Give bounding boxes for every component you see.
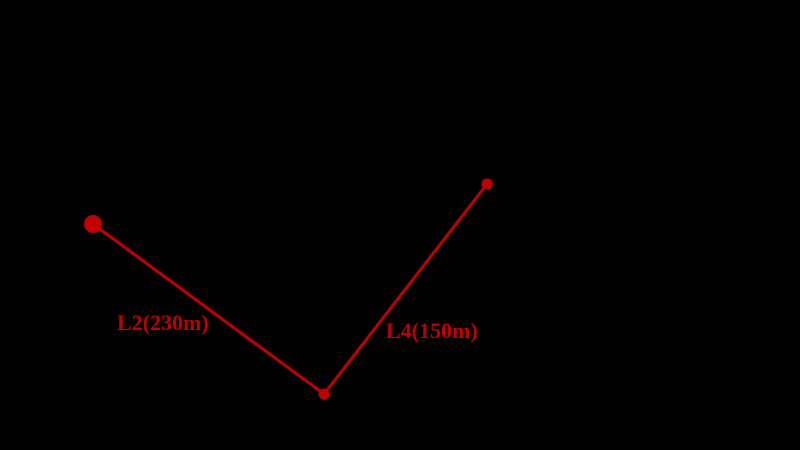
segment-L4-line bbox=[322, 182, 489, 396]
segment-L2-line bbox=[91, 222, 326, 396]
vertex-point-marker bbox=[318, 388, 330, 400]
end-point-marker bbox=[481, 178, 493, 190]
segment-L2-label: L2(230m) bbox=[117, 310, 209, 335]
start-point-marker bbox=[84, 215, 102, 233]
segment-L4-label: L4(150m) bbox=[386, 318, 478, 343]
